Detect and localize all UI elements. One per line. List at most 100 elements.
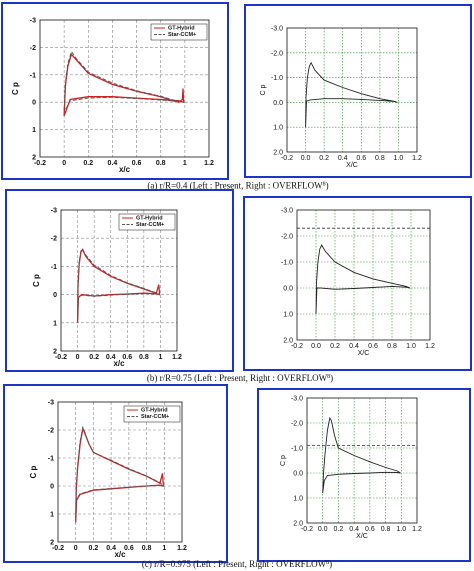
x-tick-label: 1.2	[204, 160, 214, 167]
y-tick-label: -1.0	[271, 75, 283, 82]
x-tick-label: 0.4	[349, 526, 359, 533]
y-tick-label: -1.0	[291, 446, 303, 453]
x-tick-label: 0.0	[301, 155, 311, 162]
caption-b: (b) r/R=0.75 (Left : Present, Right : OV…	[147, 373, 333, 383]
x-tick-label: 0.6	[124, 545, 134, 552]
x-tick-label: 0.4	[338, 155, 348, 162]
x-tick-label: 1.0	[406, 343, 416, 350]
y-tick-label: 0	[50, 484, 54, 491]
legend-label: GT-Hybrid	[136, 216, 163, 222]
x-tick-label: 1.0	[394, 155, 404, 162]
x-axis-label: x/c	[114, 550, 126, 559]
y-tick-label: 2.0	[293, 521, 303, 528]
y-tick-label: 0.0	[273, 100, 283, 107]
chart-frame	[3, 384, 228, 563]
chart-frame	[243, 196, 472, 371]
y-tick-label: -3.0	[271, 26, 283, 33]
y-tick-label: -3	[30, 18, 36, 25]
x-tick-label: 0.4	[108, 160, 118, 167]
y-tick-label: -2	[48, 428, 54, 435]
y-tick-label: 1	[53, 320, 57, 327]
plot-border	[60, 209, 178, 352]
x-tick-label: 1	[183, 160, 187, 167]
x-tick-label: 0.6	[365, 526, 375, 533]
x-tick-label: 0.2	[89, 545, 99, 552]
x-tick-label: 0.4	[349, 343, 359, 350]
x-axis-label: X/C	[346, 162, 358, 169]
plot-border	[306, 397, 418, 524]
x-tick-label: 0.2	[83, 160, 93, 167]
y-tick-label: 1.0	[293, 496, 303, 503]
x-tick-label: 0.2	[319, 155, 329, 162]
x-tick-label: 0.0	[318, 526, 328, 533]
y-axis-label: C p	[260, 84, 267, 95]
x-tick-label: 0	[74, 545, 78, 552]
x-tick-label: -0.2	[34, 160, 46, 167]
x-tick-label: 0.8	[387, 343, 397, 350]
x-tick-label: -0.2	[52, 545, 64, 552]
y-axis-label: C p	[11, 82, 20, 95]
y-tick-label: -3	[51, 208, 57, 215]
x-axis-label: x/c	[113, 359, 125, 368]
x-tick-label: 1.2	[177, 545, 187, 552]
x-tick-label: 1.2	[412, 526, 422, 533]
x-tick-label: -0.2	[55, 354, 67, 361]
x-tick-label: 0.8	[142, 545, 152, 552]
x-axis-label: X/C	[356, 533, 368, 540]
y-tick-label: 2.0	[273, 150, 283, 157]
y-axis-label: C p	[29, 465, 38, 478]
y-tick-label: -2.0	[291, 421, 303, 428]
plot-border	[286, 27, 418, 153]
y-tick-label: -1	[48, 456, 54, 463]
series-line-overflow	[305, 61, 398, 128]
y-tick-label: 2	[32, 155, 36, 162]
chart-c-right: -0.2 0.0 0.2 0.4 0.6 0.8 1.0 1.2 -3.0 -2.0 -1.0 0.0…	[257, 388, 471, 562]
y-tick-label: 0	[32, 100, 36, 107]
y-tick-label: 1	[32, 127, 36, 134]
series-line-star-ccm-	[63, 50, 184, 111]
y-tick-label: 2.0	[283, 338, 293, 345]
y-tick-label: -1	[51, 264, 57, 271]
x-tick-label: 1.2	[172, 354, 182, 361]
y-tick-label: 0.0	[283, 286, 293, 293]
y-tick-label: 0.0	[293, 471, 303, 478]
y-tick-label: -3	[48, 400, 54, 407]
x-tick-label: -0.2	[291, 343, 303, 350]
panels-group: -0.2 0 0.2 0.4 0.6 0.8 1 1.2 -3 -2 -1 0 1 2 x/c C p GT-H…	[1, 2, 472, 563]
plot-border	[296, 209, 431, 341]
series-line-star-ccm-	[75, 425, 165, 520]
y-tick-label: 1.0	[273, 125, 283, 132]
y-tick-label: 2	[50, 540, 54, 547]
caption-a: (a) r/R=0.4 (Left : Present, Right : OVE…	[147, 181, 328, 191]
legend-label: Star-CCM+	[136, 222, 164, 228]
plot-border	[39, 19, 210, 158]
series-line-star-ccm-	[77, 248, 160, 321]
x-tick-label: 1.2	[412, 155, 422, 162]
y-tick-label: -3.0	[291, 396, 303, 403]
y-tick-label: -2	[51, 236, 57, 243]
chart-a-left: -0.2 0 0.2 0.4 0.6 0.8 1 1.2 -3 -2 -1 0 1 2 x/c C p GT-H…	[1, 2, 229, 180]
x-axis-label: x/c	[119, 165, 131, 174]
chart-frame	[1, 2, 229, 180]
y-tick-label: -2.0	[281, 234, 293, 241]
series-line-overflow	[315, 244, 411, 315]
x-tick-label: 0.2	[334, 526, 344, 533]
x-tick-label: 0.6	[132, 160, 142, 167]
y-tick-label: -2	[30, 45, 36, 52]
x-tick-label: 1.0	[396, 526, 406, 533]
x-tick-label: 0	[76, 354, 80, 361]
y-tick-label: 0	[53, 292, 57, 299]
y-tick-label: 1.0	[283, 312, 293, 319]
x-tick-label: 0.4	[106, 545, 116, 552]
x-tick-label: 0.6	[356, 155, 366, 162]
series-line-overflow	[322, 416, 401, 494]
x-tick-label: 0.6	[368, 343, 378, 350]
x-tick-label: 0.8	[156, 160, 166, 167]
x-tick-label: 1.2	[425, 343, 435, 350]
chart-b-right: -0.2 0.0 0.2 0.4 0.6 0.8 1.0 1.2 -3.0 -2.0 -1.0 0.0…	[243, 196, 472, 371]
x-tick-label: 0.4	[106, 354, 116, 361]
caption-c: (c) r/R=0.975 (Left : Present, Right : O…	[142, 559, 332, 569]
y-tick-label: -3.0	[281, 208, 293, 215]
chart-a-right: -0.2 0.0 0.2 0.4 0.6 0.8 1.0 1.2 -3.0 -2.0 -1.0 0.0…	[244, 4, 472, 178]
y-tick-label: -2.0	[271, 50, 283, 57]
